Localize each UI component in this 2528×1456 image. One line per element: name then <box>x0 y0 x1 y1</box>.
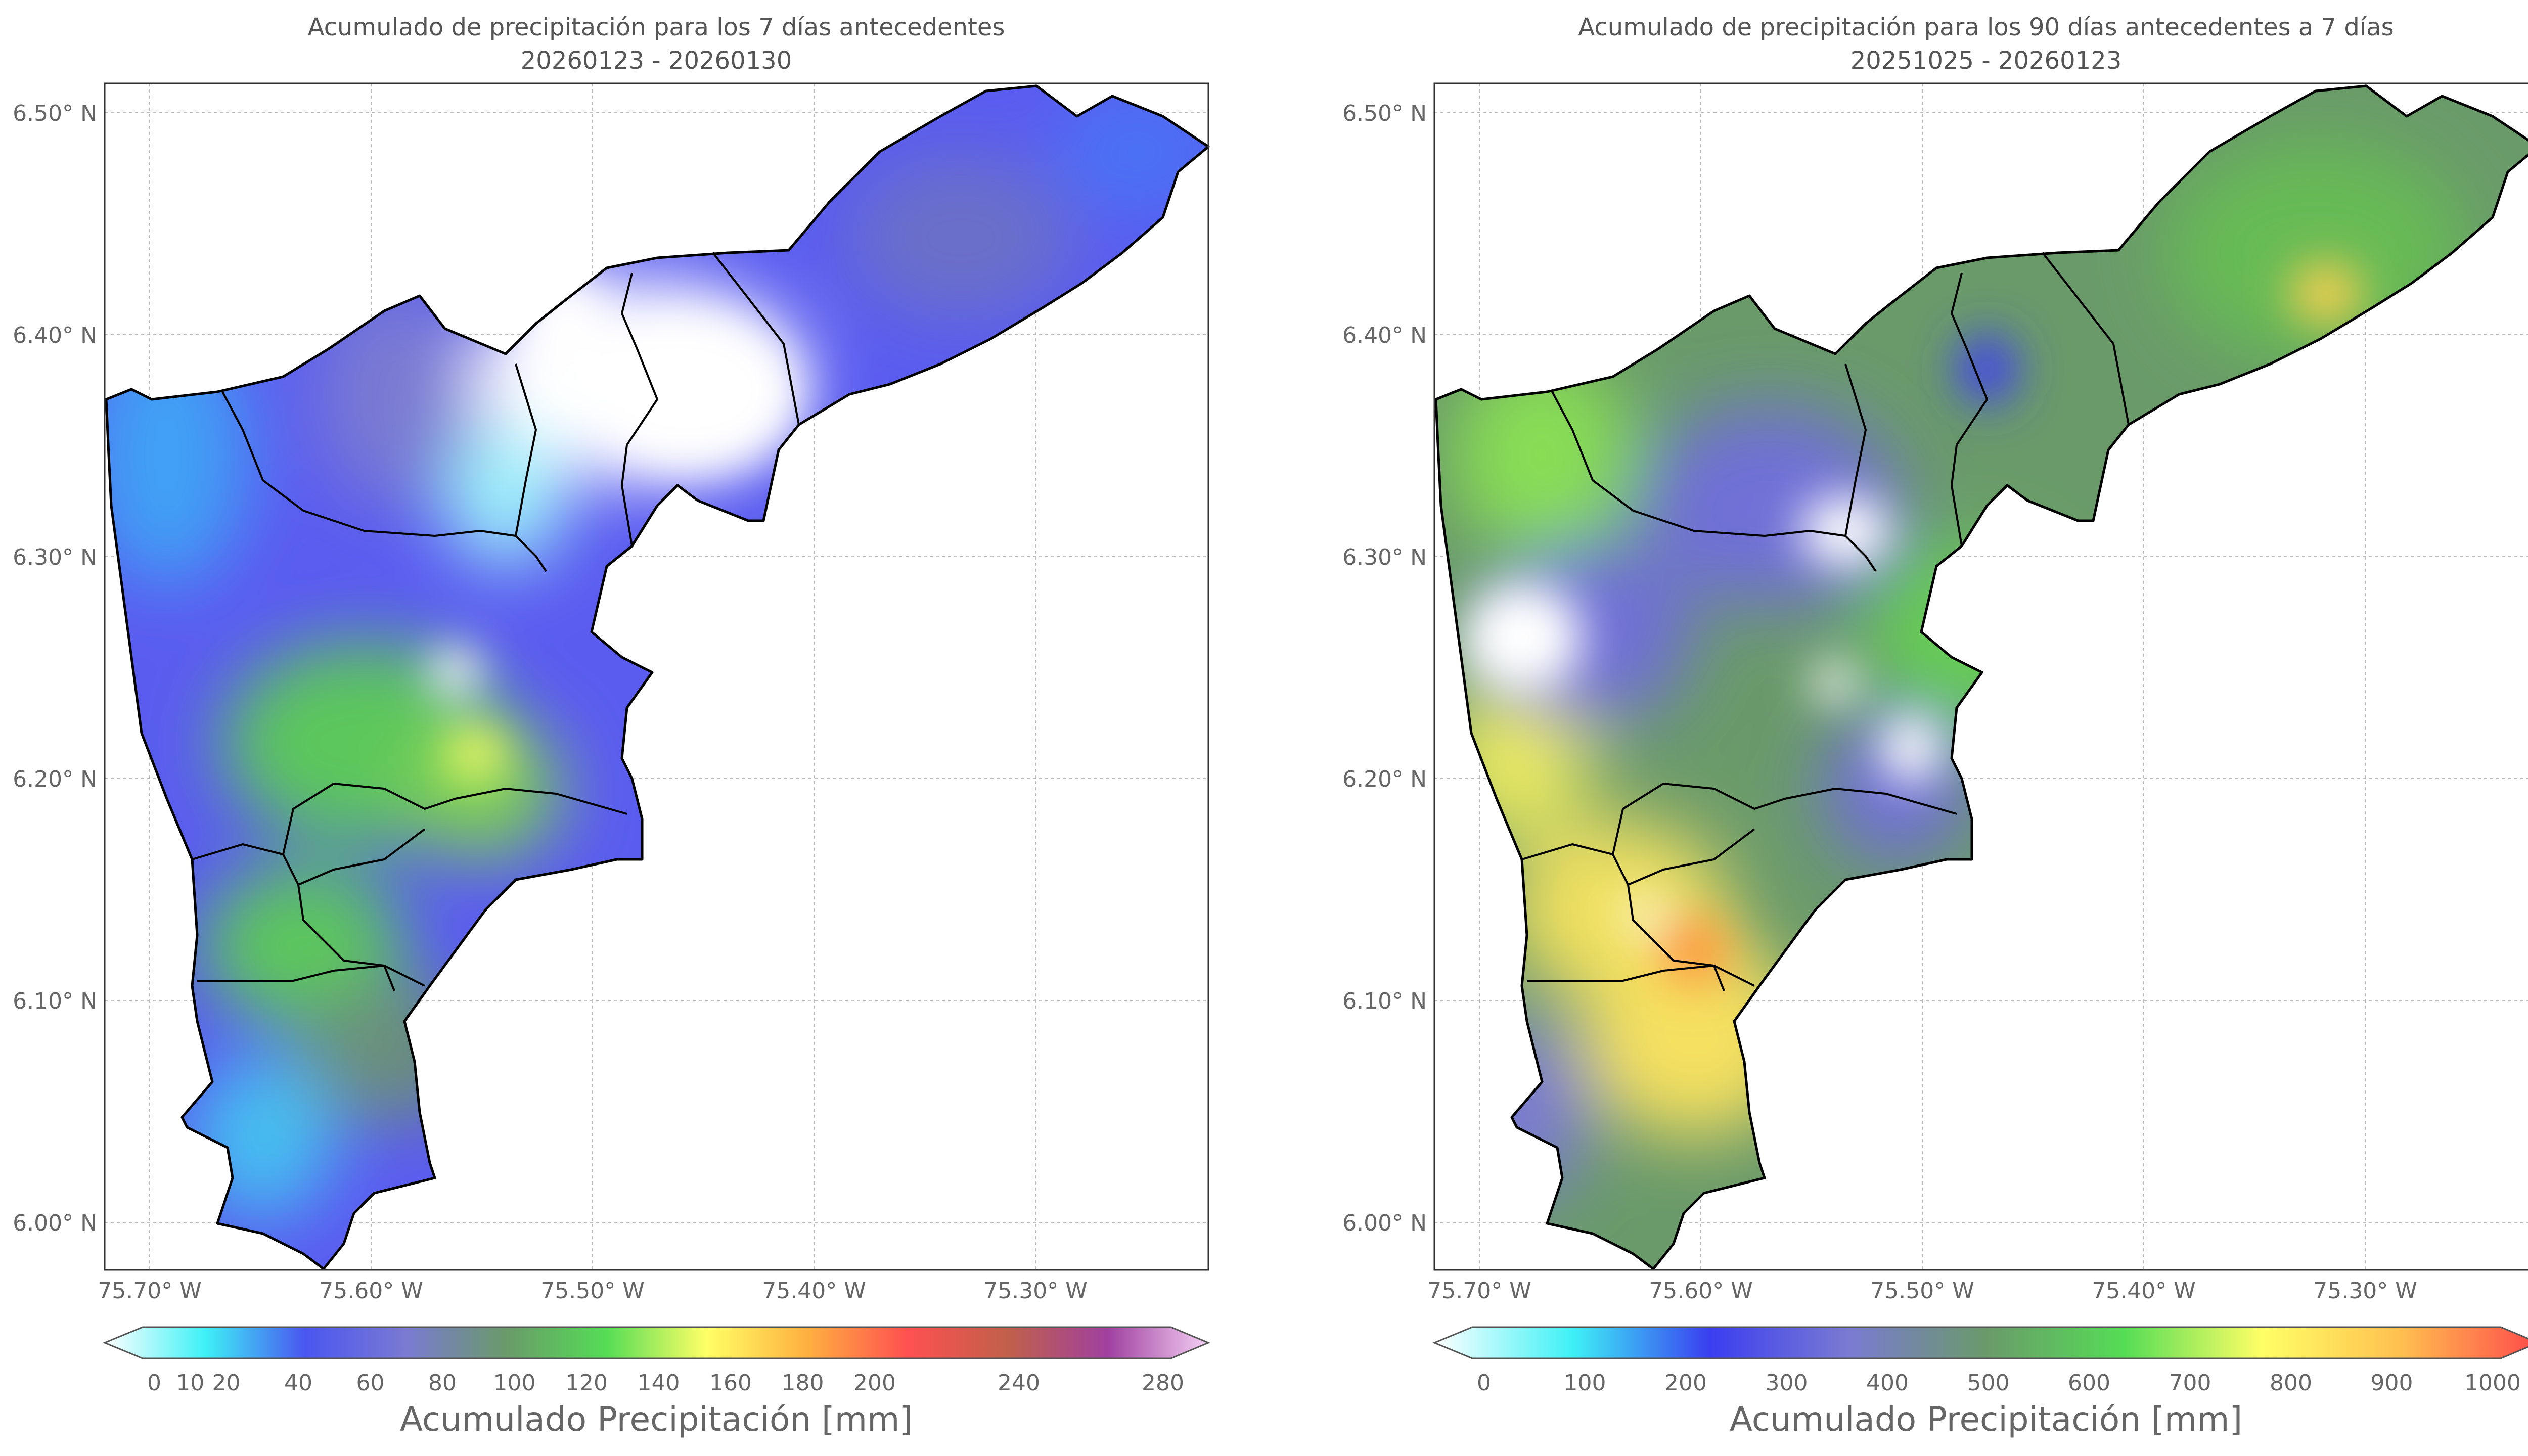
left-lat-ticks: 6.50° N 6.40° N 6.30° N 6.20° N 6.10° N … <box>13 101 97 1236</box>
left-boundaries <box>105 84 1210 1270</box>
colorbar-tick: 1000 <box>2464 1370 2521 1396</box>
lat-tick: 6.40° N <box>1342 323 1427 348</box>
colorbar-tick: 900 <box>2371 1370 2413 1396</box>
colorbar-tick: 700 <box>2169 1370 2211 1396</box>
lon-tick: 75.60° W <box>1649 1278 1752 1304</box>
colorbar-tick: 60 <box>356 1370 385 1396</box>
colorbar-tick: 180 <box>782 1370 824 1396</box>
right-colorbar-label: Acumulado Precipitación [mm] <box>1730 1400 2242 1439</box>
right-map-panel: Acumulado de precipitación para los 90 d… <box>1342 13 2528 1439</box>
lon-tick: 75.30° W <box>2313 1278 2417 1304</box>
lat-tick: 6.40° N <box>13 323 97 348</box>
colorbar-tick: 100 <box>493 1370 536 1396</box>
colorbar-tick: 40 <box>284 1370 312 1396</box>
left-colorbar: 0 10 20 40 60 80 100 120 140 160 180 200 240 280 Acum… <box>103 1326 1210 1439</box>
right-lat-ticks: 6.50° N 6.40° N 6.30° N 6.20° N 6.10° N … <box>1342 101 1427 1236</box>
lat-tick: 6.50° N <box>1342 101 1427 126</box>
colorbar-tick: 240 <box>998 1370 1040 1396</box>
colorbar-tick: 400 <box>1866 1370 1909 1396</box>
colorbar-tick: 160 <box>709 1370 752 1396</box>
lon-tick: 75.70° W <box>98 1278 201 1304</box>
colorbar-tick: 0 <box>147 1370 161 1396</box>
colorbar-tick: 0 <box>1477 1370 1491 1396</box>
colorbar-tick: 80 <box>428 1370 457 1396</box>
colorbar-tick: 300 <box>1766 1370 1808 1396</box>
colorbar-tick: 20 <box>212 1370 241 1396</box>
right-colorbar: 0 100 200 300 400 500 600 700 800 900 1000 Acumula… <box>1432 1326 2528 1439</box>
right-colorbar-ticks: 0 100 200 300 400 500 600 700 800 900 1000 <box>1477 1370 2521 1396</box>
right-title-line2: 20251025 - 20260123 <box>1850 47 2121 75</box>
lat-tick: 6.00° N <box>1342 1210 1427 1236</box>
left-map-frame <box>104 82 1209 1271</box>
lat-tick: 6.30° N <box>1342 544 1427 570</box>
left-colorbar-ticks: 0 10 20 40 60 80 100 120 140 160 180 200 240 280 <box>147 1370 1184 1396</box>
colorbar-tick: 280 <box>1142 1370 1184 1396</box>
colorbar-tick: 800 <box>2270 1370 2312 1396</box>
left-title-line1: Acumulado de precipitación para los 7 dí… <box>308 13 1005 41</box>
colorbar-tick: 100 <box>1564 1370 1606 1396</box>
left-lon-ticks: 75.70° W 75.60° W 75.50° W 75.40° W 75.3… <box>98 1278 1087 1304</box>
left-colorbar-label: Acumulado Precipitación [mm] <box>400 1400 913 1439</box>
right-colorbar-bar <box>1432 1326 2528 1359</box>
colorbar-tick: 500 <box>1967 1370 2010 1396</box>
lon-tick: 75.30° W <box>983 1278 1087 1304</box>
left-map-panel: Acumulado de precipitación para los 7 dí… <box>13 13 1210 1439</box>
lon-tick: 75.60° W <box>319 1278 423 1304</box>
right-map-frame <box>1433 82 2528 1271</box>
left-colorbar-bar <box>103 1326 1210 1359</box>
lat-tick: 6.50° N <box>13 101 97 126</box>
colorbar-tick: 120 <box>565 1370 608 1396</box>
left-title-line2: 20260123 - 20260130 <box>521 47 792 75</box>
lat-tick: 6.10° N <box>13 988 97 1014</box>
lon-tick: 75.40° W <box>762 1278 866 1304</box>
lat-tick: 6.20° N <box>1342 766 1427 792</box>
right-boundaries <box>1434 84 2528 1270</box>
lat-tick: 6.10° N <box>1342 988 1427 1014</box>
lon-tick: 75.40° W <box>2092 1278 2195 1304</box>
colorbar-tick: 140 <box>638 1370 680 1396</box>
colorbar-tick: 600 <box>2068 1370 2110 1396</box>
lat-tick: 6.20° N <box>13 766 97 792</box>
colorbar-tick: 10 <box>176 1370 204 1396</box>
lat-tick: 6.00° N <box>13 1210 97 1236</box>
colorbar-tick: 200 <box>853 1370 896 1396</box>
lon-tick: 75.50° W <box>540 1278 644 1304</box>
colorbar-tick: 200 <box>1664 1370 1707 1396</box>
lon-tick: 75.50° W <box>1870 1278 1974 1304</box>
lon-tick: 75.70° W <box>1427 1278 1531 1304</box>
lat-tick: 6.30° N <box>13 544 97 570</box>
right-title-line1: Acumulado de precipitación para los 90 d… <box>1578 13 2394 41</box>
right-lon-ticks: 75.70° W 75.60° W 75.50° W 75.40° W 75.3… <box>1427 1278 2417 1304</box>
